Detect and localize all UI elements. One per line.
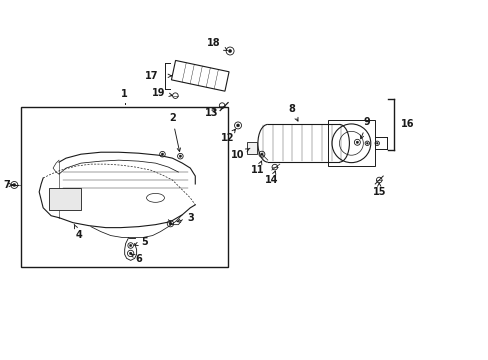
Circle shape [179,155,181,157]
Bar [49,188,81,210]
Circle shape [129,244,132,247]
Text: 14: 14 [264,171,278,185]
Text: 2: 2 [169,113,180,152]
Circle shape [129,252,132,255]
Text: 13: 13 [205,108,219,117]
Circle shape [161,153,163,156]
Circle shape [376,143,377,144]
Text: 10: 10 [231,148,249,160]
Bar [21,107,227,267]
Text: 18: 18 [207,38,227,50]
Text: 12: 12 [221,129,235,143]
Text: 15: 15 [372,183,385,197]
Text: 7: 7 [3,180,10,190]
Circle shape [236,124,239,127]
Text: 8: 8 [288,104,297,121]
Circle shape [13,184,16,186]
Circle shape [260,153,263,156]
Text: 4: 4 [74,224,82,239]
Circle shape [228,49,231,53]
Text: 6: 6 [131,254,142,264]
Text: 3: 3 [177,213,193,223]
Bar [246,142,256,154]
Text: 9: 9 [360,117,370,139]
Text: 17: 17 [145,71,158,81]
Text: 11: 11 [251,161,264,175]
Text: 5: 5 [134,237,148,247]
Text: 19: 19 [151,88,172,98]
Bar [327,121,374,166]
Circle shape [169,222,171,225]
Text: 16: 16 [400,120,414,130]
Circle shape [355,141,358,144]
Circle shape [366,143,367,144]
Text: 1: 1 [121,89,128,99]
